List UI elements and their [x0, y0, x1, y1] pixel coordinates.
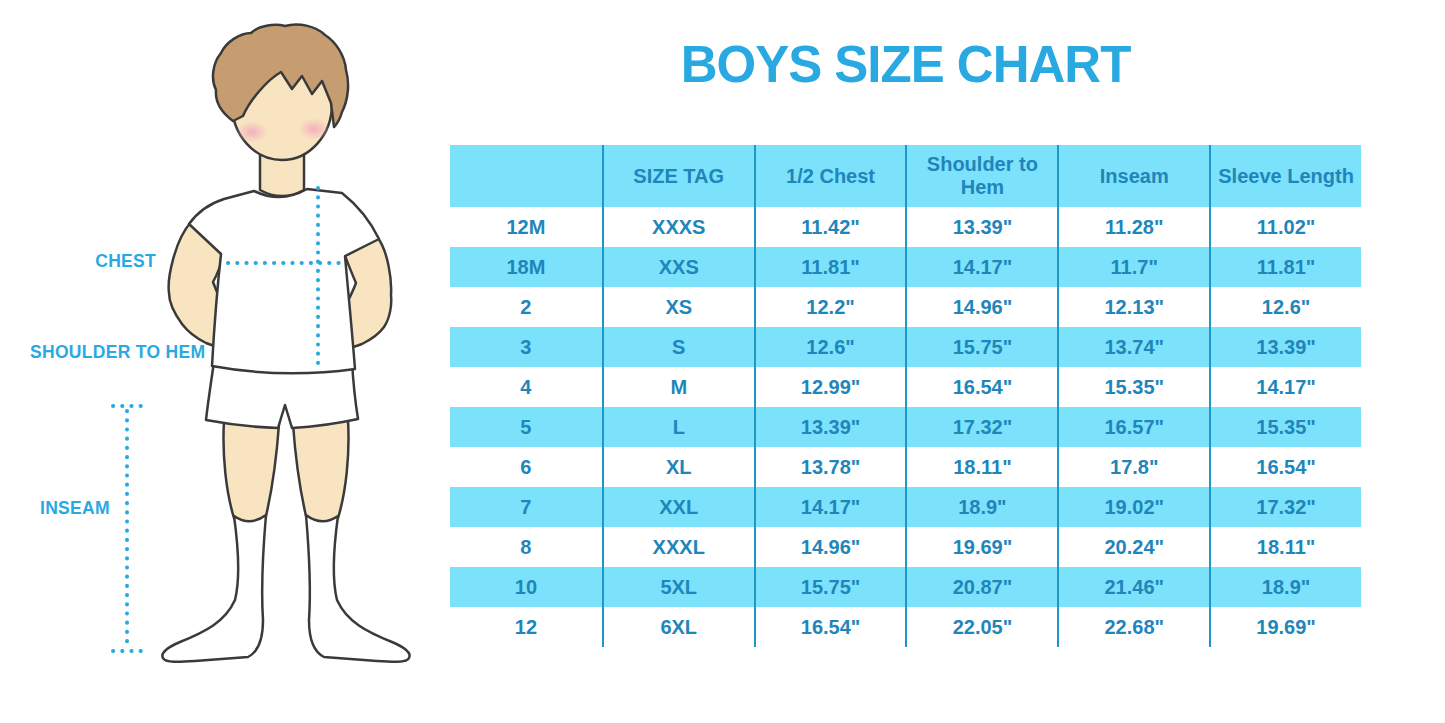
- cell-value: 13.39": [754, 407, 906, 447]
- cell-value: 22.05": [905, 607, 1057, 647]
- cell-value: 15.35": [1057, 367, 1209, 407]
- column-header: Shoulder to Hem: [905, 145, 1057, 207]
- column-header: Inseam: [1057, 145, 1209, 207]
- cell-value: 17.8": [1057, 447, 1209, 487]
- cell-value: 19.69": [905, 527, 1057, 567]
- row-label: 12: [450, 607, 602, 647]
- cell-value: 20.24": [1057, 527, 1209, 567]
- cell-value: XXS: [602, 247, 754, 287]
- row-label: 10: [450, 567, 602, 607]
- cell-value: 11.02": [1209, 207, 1361, 247]
- column-header: [450, 145, 602, 207]
- cell-value: 16.54": [905, 367, 1057, 407]
- cell-value: 11.7": [1057, 247, 1209, 287]
- cell-value: 14.96": [754, 527, 906, 567]
- cell-value: 12.6": [1209, 287, 1361, 327]
- cell-value: XL: [602, 447, 754, 487]
- cell-value: 20.87": [905, 567, 1057, 607]
- cell-value: 22.68": [1057, 607, 1209, 647]
- leg-right: [293, 420, 349, 523]
- cell-value: 14.96": [905, 287, 1057, 327]
- cell-value: 13.39": [905, 207, 1057, 247]
- cell-value: 14.17": [1209, 367, 1361, 407]
- cell-value: 12.2": [754, 287, 906, 327]
- cell-value: 18.11": [905, 447, 1057, 487]
- row-label: 7: [450, 487, 602, 527]
- cell-value: 18.9": [905, 487, 1057, 527]
- shoulder-to-hem-label: SHOULDER TO HEM: [30, 342, 205, 363]
- cell-value: 16.54": [1209, 447, 1361, 487]
- row-label: 12M: [450, 207, 602, 247]
- page: CHEST SHOULDER TO HEM INSEAM BOYS SIZE C…: [0, 0, 1445, 723]
- cell-value: 14.17": [905, 247, 1057, 287]
- page-title: BOYS SIZE CHART: [450, 35, 1361, 94]
- cell-value: XS: [602, 287, 754, 327]
- cell-value: S: [602, 327, 754, 367]
- chest-label: CHEST: [88, 251, 156, 272]
- cell-value: 6XL: [602, 607, 754, 647]
- inseam-label: INSEAM: [40, 498, 110, 519]
- cell-value: 13.39": [1209, 327, 1361, 367]
- cell-value: 15.75": [905, 327, 1057, 367]
- cell-value: 18.9": [1209, 567, 1361, 607]
- size-chart-table: SIZE TAG1/2 ChestShoulder to HemInseamSl…: [450, 145, 1361, 647]
- row-label: 5: [450, 407, 602, 447]
- cell-value: M: [602, 367, 754, 407]
- shirt: [189, 189, 379, 373]
- row-label: 18M: [450, 247, 602, 287]
- cell-value: 21.46": [1057, 567, 1209, 607]
- column-header: SIZE TAG: [602, 145, 754, 207]
- cell-value: XXXS: [602, 207, 754, 247]
- cell-value: 17.32": [1209, 487, 1361, 527]
- cell-value: 16.57": [1057, 407, 1209, 447]
- cell-value: 13.74": [1057, 327, 1209, 367]
- cell-value: 16.54": [754, 607, 906, 647]
- cell-value: 11.81": [1209, 247, 1361, 287]
- blush-left: [236, 121, 268, 143]
- row-label: 3: [450, 327, 602, 367]
- cell-value: XXL: [602, 487, 754, 527]
- sock-right: [306, 515, 410, 662]
- boy-figure: CHEST SHOULDER TO HEM INSEAM: [0, 0, 455, 723]
- cell-value: 18.11": [1209, 527, 1361, 567]
- row-label: 6: [450, 447, 602, 487]
- cell-value: 14.17": [754, 487, 906, 527]
- cell-value: 11.28": [1057, 207, 1209, 247]
- cell-value: 12.13": [1057, 287, 1209, 327]
- sock-left: [162, 515, 266, 662]
- leg-left: [223, 420, 279, 523]
- column-header: Sleeve Length: [1209, 145, 1361, 207]
- blush-right: [298, 118, 330, 140]
- cell-value: 19.02": [1057, 487, 1209, 527]
- row-label: 2: [450, 287, 602, 327]
- cell-value: 11.42": [754, 207, 906, 247]
- row-label: 8: [450, 527, 602, 567]
- cell-value: XXXL: [602, 527, 754, 567]
- cell-value: 15.35": [1209, 407, 1361, 447]
- cell-value: 17.32": [905, 407, 1057, 447]
- cell-value: 13.78": [754, 447, 906, 487]
- cell-value: 15.75": [754, 567, 906, 607]
- row-label: 4: [450, 367, 602, 407]
- cell-value: 11.81": [754, 247, 906, 287]
- cell-value: 12.6": [754, 327, 906, 367]
- column-header: 1/2 Chest: [754, 145, 906, 207]
- cell-value: 12.99": [754, 367, 906, 407]
- cell-value: 19.69": [1209, 607, 1361, 647]
- cell-value: 5XL: [602, 567, 754, 607]
- cell-value: L: [602, 407, 754, 447]
